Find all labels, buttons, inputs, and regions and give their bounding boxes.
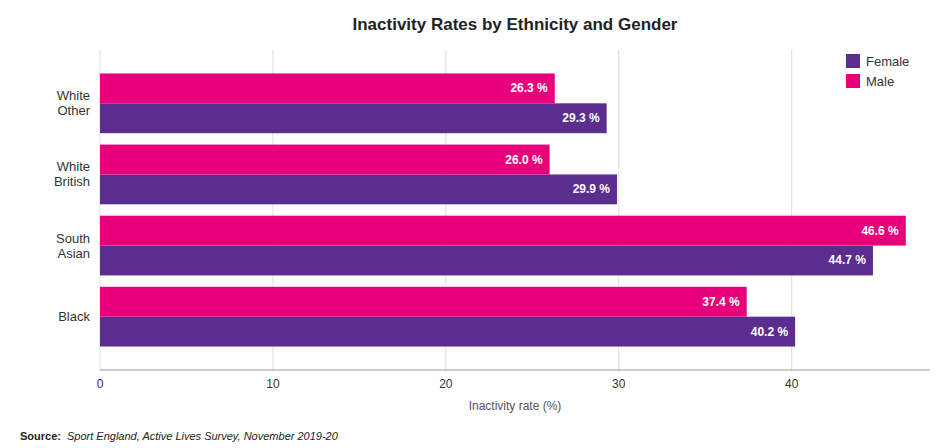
bar bbox=[100, 317, 795, 347]
bar bbox=[100, 174, 617, 204]
source-note: Source: Sport England, Active Lives Surve… bbox=[20, 430, 339, 442]
chart-svg: Inactivity Rates by Ethnicity and Gender… bbox=[0, 0, 952, 448]
data-label: 40.2 % bbox=[751, 325, 789, 339]
y-tick-label-line: Black bbox=[58, 309, 90, 324]
x-tick-label: 10 bbox=[266, 377, 280, 391]
data-label: 37.4 % bbox=[702, 295, 740, 309]
bar bbox=[100, 73, 555, 103]
data-label: 29.9 % bbox=[573, 182, 611, 196]
y-tick-label-line: British bbox=[54, 174, 90, 189]
x-tick-label: 40 bbox=[785, 377, 799, 391]
data-label: 29.3 % bbox=[562, 111, 600, 125]
legend-label: Female bbox=[866, 54, 909, 69]
data-label: 44.7 % bbox=[829, 253, 867, 267]
x-tick-label: 30 bbox=[612, 377, 626, 391]
bar bbox=[100, 246, 873, 276]
legend-swatch bbox=[846, 54, 860, 68]
bar bbox=[100, 216, 906, 246]
y-tick-label-line: Asian bbox=[57, 246, 90, 261]
bar bbox=[100, 287, 747, 317]
y-tick-label: WhiteBritish bbox=[54, 159, 90, 189]
bar bbox=[100, 145, 550, 175]
data-labels: 29.3 % 26.3 % 29.9 % 26.0 % 44.7 % 46.6 % 40.2… bbox=[505, 81, 899, 338]
legend-label: Male bbox=[866, 74, 894, 89]
x-axis-label: Inactivity rate (%) bbox=[469, 399, 562, 413]
legend: Female Male bbox=[846, 54, 909, 89]
bars bbox=[100, 73, 906, 346]
chart-container: Inactivity Rates by Ethnicity and Gender… bbox=[0, 0, 952, 448]
legend-swatch bbox=[846, 74, 860, 88]
source-part: Source: bbox=[20, 430, 61, 442]
y-tick-label-line: White bbox=[57, 88, 90, 103]
y-tick-label-line: White bbox=[57, 159, 90, 174]
y-tick-label-line: Other bbox=[57, 103, 90, 118]
title: Inactivity Rates by Ethnicity and Gender bbox=[353, 15, 678, 34]
x-tick-label: 0 bbox=[97, 377, 104, 391]
bar bbox=[100, 103, 607, 133]
data-label: 26.3 % bbox=[510, 81, 548, 95]
x-axis-line bbox=[100, 370, 930, 371]
y-tick-label: Black bbox=[58, 309, 90, 324]
source-part: Sport England, Active Lives Survey, Nove… bbox=[67, 430, 339, 442]
data-label: 46.6 % bbox=[861, 224, 899, 238]
x-tick-label: 20 bbox=[439, 377, 453, 391]
data-label: 26.0 % bbox=[505, 153, 543, 167]
y-tick-label: WhiteOther bbox=[57, 88, 91, 118]
y-tick-label: SouthAsian bbox=[56, 231, 90, 261]
y-tick-label-line: South bbox=[56, 231, 90, 246]
